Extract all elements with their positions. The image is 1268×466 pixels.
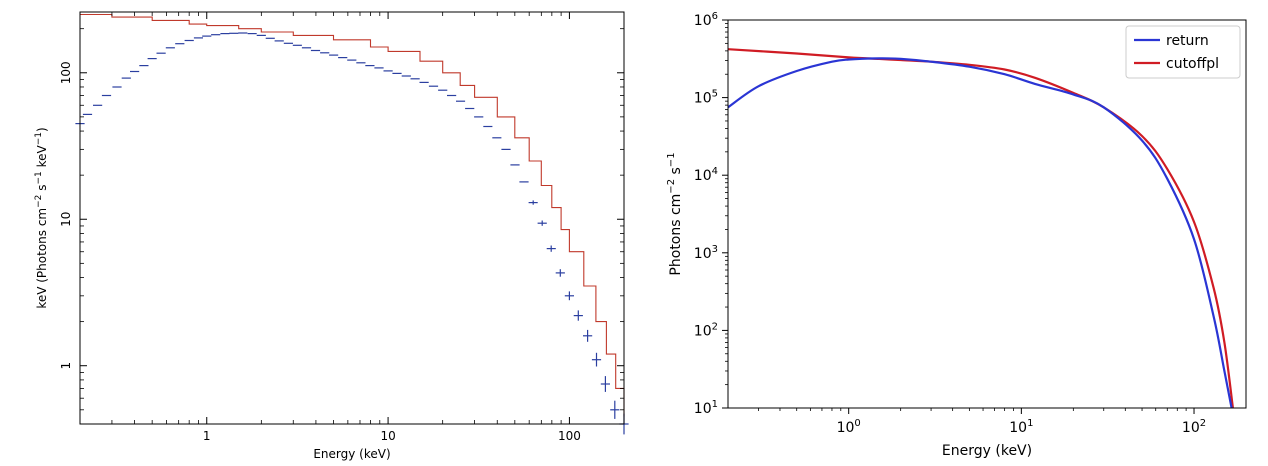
left-y-tick-label: 100 [59, 61, 73, 84]
right-x-axis-label: Energy (keV) [942, 443, 1032, 459]
right-y-tick-label: 102 [694, 321, 718, 339]
left-data-point [591, 352, 602, 367]
right-y-tick-label: 106 [694, 11, 718, 29]
left-data-point [583, 329, 593, 342]
left-y-tick-label: 1 [59, 362, 73, 370]
right-y-tick-label: 105 [694, 89, 718, 107]
left-y-tick-label: 10 [59, 212, 73, 227]
left-plot-marks [75, 13, 629, 435]
left-chart: 1 10 100 1 10 100 Energy (keV) keV (Photons c… [34, 11, 629, 461]
left-x-tick-label: 1 [203, 429, 211, 443]
right-chart: 100 101 102 101 102 103 104 105 106 Energy (keV)… [666, 11, 1247, 459]
right-axis-ticks: 100 101 102 101 102 103 104 105 106 [694, 11, 1206, 436]
left-data-point [537, 220, 547, 226]
left-data-point [573, 310, 583, 321]
right-x-tick-label: 101 [1009, 418, 1033, 436]
left-axis-ticks: 1 10 100 1 10 100 [59, 12, 624, 443]
right-y-tick-label: 103 [694, 244, 718, 262]
left-x-tick-label: 10 [380, 429, 395, 443]
right-y-tick-label: 101 [694, 399, 718, 417]
left-data-point [610, 400, 620, 419]
right-series-line-cutoffpl [727, 48, 1234, 409]
left-x-axis-label: Energy (keV) [313, 447, 390, 461]
left-x-tick-label: 100 [558, 429, 581, 443]
right-plot-frame [727, 19, 1247, 409]
right-legend: return cutoffpl [1125, 25, 1241, 79]
right-x-tick-label: 100 [837, 418, 861, 436]
right-y-axis-label: Photons cm−2 s−1 [666, 152, 684, 275]
legend-label-cutoffpl: cutoffpl [1166, 56, 1219, 72]
right-plot-marks [727, 48, 1234, 409]
legend-label-return: return [1166, 33, 1209, 49]
left-data-point [600, 376, 610, 392]
left-data-point [564, 291, 574, 301]
left-data-point [546, 245, 556, 252]
right-series-line-return [727, 57, 1233, 409]
left-plot-frame [79, 11, 625, 425]
left-data-point [528, 200, 538, 205]
left-model-step-line [80, 13, 625, 417]
left-data-point [555, 269, 565, 277]
right-y-tick-label: 104 [694, 166, 718, 184]
left-y-axis-label: keV (Photons cm−2 s−1 keV−1) [34, 127, 49, 308]
right-x-tick-label: 102 [1182, 418, 1206, 436]
